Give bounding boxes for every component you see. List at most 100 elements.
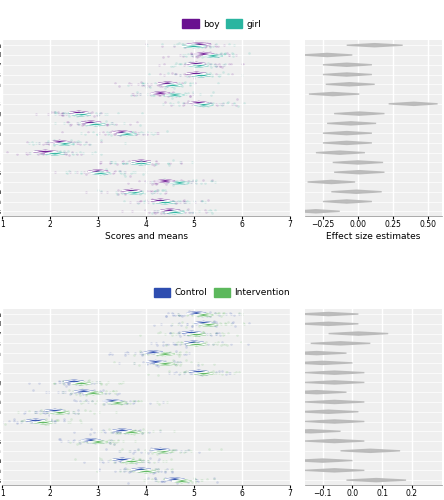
Point bbox=[175, 311, 182, 319]
Point bbox=[115, 129, 122, 137]
Point bbox=[107, 159, 114, 167]
Point bbox=[149, 469, 156, 477]
Point bbox=[177, 360, 184, 368]
Point bbox=[218, 312, 225, 320]
Point bbox=[174, 340, 181, 348]
Point bbox=[139, 187, 146, 195]
Point bbox=[62, 140, 69, 147]
Point bbox=[169, 208, 176, 216]
Point bbox=[155, 358, 163, 366]
Point bbox=[142, 350, 149, 358]
Point bbox=[91, 436, 98, 444]
Point bbox=[92, 436, 99, 444]
Point bbox=[184, 61, 191, 69]
Polygon shape bbox=[194, 314, 213, 316]
Point bbox=[199, 320, 206, 328]
Point bbox=[103, 167, 110, 175]
Point bbox=[222, 50, 229, 58]
Point bbox=[132, 130, 139, 138]
Point bbox=[200, 70, 207, 78]
Point bbox=[127, 466, 135, 474]
Point bbox=[141, 158, 148, 166]
Point bbox=[194, 312, 202, 320]
Point bbox=[125, 427, 132, 435]
Point bbox=[89, 378, 96, 386]
Point bbox=[171, 311, 178, 319]
Point bbox=[153, 450, 160, 458]
Point bbox=[115, 456, 122, 464]
Point bbox=[207, 42, 214, 50]
Point bbox=[108, 350, 115, 358]
Point bbox=[67, 138, 75, 146]
Point bbox=[61, 138, 68, 146]
Point bbox=[180, 179, 187, 187]
Point bbox=[202, 50, 210, 58]
Point bbox=[175, 310, 182, 318]
Point bbox=[65, 148, 72, 156]
Point bbox=[108, 436, 115, 444]
Point bbox=[166, 159, 174, 167]
Point bbox=[70, 110, 77, 118]
Point bbox=[171, 360, 178, 368]
Point bbox=[155, 196, 163, 204]
Polygon shape bbox=[194, 372, 213, 375]
Point bbox=[171, 61, 178, 69]
Point bbox=[105, 120, 112, 128]
Point bbox=[93, 118, 100, 126]
Point bbox=[203, 71, 210, 79]
Polygon shape bbox=[72, 382, 91, 385]
Point bbox=[123, 398, 130, 406]
Point bbox=[165, 177, 172, 185]
Point bbox=[76, 388, 83, 396]
Point bbox=[188, 70, 195, 78]
Point bbox=[84, 388, 91, 396]
Point bbox=[138, 82, 145, 90]
Point bbox=[80, 140, 87, 148]
Point bbox=[180, 40, 187, 48]
Point bbox=[161, 189, 168, 197]
Point bbox=[75, 409, 82, 417]
Point bbox=[162, 358, 169, 366]
Point bbox=[151, 359, 159, 367]
Point bbox=[219, 100, 226, 108]
Point bbox=[184, 320, 191, 328]
Point bbox=[184, 330, 191, 338]
Point bbox=[213, 42, 220, 50]
Point bbox=[160, 206, 167, 214]
Point bbox=[191, 70, 198, 78]
Point bbox=[211, 206, 218, 214]
Point bbox=[159, 340, 166, 348]
Point bbox=[140, 348, 147, 356]
Point bbox=[208, 330, 215, 338]
Point bbox=[95, 118, 102, 126]
Point bbox=[202, 70, 210, 78]
Point bbox=[175, 92, 182, 100]
Point bbox=[122, 190, 129, 198]
Point bbox=[62, 110, 69, 118]
Point bbox=[165, 177, 172, 185]
Point bbox=[147, 178, 154, 186]
Point bbox=[165, 52, 172, 60]
Point bbox=[193, 476, 200, 484]
Point bbox=[183, 196, 190, 204]
Point bbox=[202, 340, 209, 348]
Point bbox=[180, 43, 187, 51]
Point bbox=[165, 208, 172, 216]
Point bbox=[172, 348, 179, 356]
Point bbox=[92, 388, 99, 396]
Point bbox=[124, 188, 131, 196]
Point bbox=[189, 322, 196, 330]
Point bbox=[76, 440, 83, 448]
Point bbox=[76, 439, 83, 447]
Point bbox=[142, 196, 149, 204]
Point bbox=[197, 98, 204, 106]
Point bbox=[213, 368, 220, 376]
Point bbox=[144, 360, 151, 368]
Point bbox=[71, 388, 79, 396]
Point bbox=[115, 186, 122, 194]
Point bbox=[176, 332, 183, 340]
Point bbox=[206, 321, 214, 329]
Point bbox=[174, 310, 182, 318]
Point bbox=[125, 81, 132, 89]
Point bbox=[209, 318, 216, 326]
